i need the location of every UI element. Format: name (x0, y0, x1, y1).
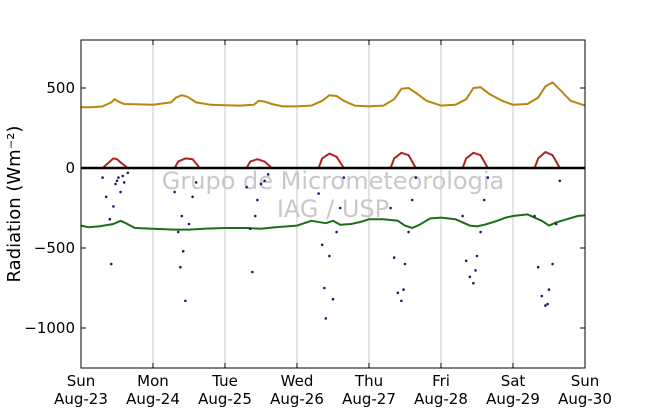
data-point (472, 281, 475, 285)
data-point (251, 270, 254, 274)
data-point (486, 176, 490, 179)
series-line (80, 213, 586, 231)
x-tick-date: Aug-23 (54, 390, 108, 408)
data-point (108, 217, 112, 221)
data-point (407, 230, 410, 234)
data-point (461, 214, 464, 218)
data-point (540, 294, 544, 298)
data-point (335, 230, 338, 234)
data-point (558, 179, 562, 183)
data-point (256, 198, 259, 202)
data-point (187, 222, 191, 226)
x-tick-date: Aug-29 (486, 390, 540, 408)
data-point (191, 195, 194, 199)
data-point (112, 205, 115, 208)
y-tick-labels: 500 0 −500 −1000 (24, 79, 75, 337)
data-point (474, 269, 477, 272)
data-point (338, 206, 342, 210)
data-point (392, 256, 396, 259)
data-point (259, 182, 263, 186)
data-point (117, 176, 120, 179)
x-tick-date: Aug-25 (198, 390, 252, 408)
grid-lines (152, 40, 514, 368)
tick-marks (80, 40, 586, 368)
x-tick-day: Sun (67, 372, 96, 390)
data-point (115, 179, 119, 183)
data-point (179, 265, 182, 269)
data-point (184, 299, 187, 303)
y-axis-label: Radiation (Wm⁻²) (4, 126, 25, 283)
data-point (180, 214, 184, 218)
data-point (536, 265, 540, 269)
x-tick-date: Aug-27 (342, 390, 396, 408)
plot-frame (80, 39, 586, 369)
data-point (253, 214, 257, 218)
x-tick-day: Sun (571, 372, 600, 390)
data-point (173, 190, 176, 194)
series-line (81, 151, 585, 169)
data-point (122, 181, 126, 184)
data-point (479, 230, 482, 234)
data-point (402, 288, 405, 291)
x-tick-date: Aug-28 (414, 390, 468, 408)
data-point (403, 262, 407, 266)
data-point (342, 176, 346, 179)
y-tick-label: 500 (46, 79, 75, 97)
data-point (464, 259, 468, 263)
data-point (544, 304, 547, 307)
data-point (114, 182, 117, 186)
data-point (410, 198, 414, 202)
series-layer (80, 81, 586, 320)
data-point (389, 206, 392, 210)
data-point (328, 254, 331, 258)
x-tick-date: Aug-30 (558, 390, 612, 408)
data-point (181, 249, 185, 253)
data-point (324, 317, 328, 320)
data-point (248, 227, 252, 231)
x-tick-day: Fri (432, 372, 450, 390)
series-dots (101, 171, 562, 320)
data-point (551, 262, 554, 266)
data-point (121, 174, 125, 178)
data-point (396, 291, 400, 295)
data-point (554, 222, 558, 226)
data-point (468, 275, 472, 279)
series-line (81, 81, 586, 109)
x-tick-date: Aug-24 (126, 390, 180, 408)
data-point (546, 302, 549, 306)
x-tick-date: Aug-26 (270, 390, 324, 408)
data-point (263, 179, 266, 183)
data-point (109, 262, 113, 266)
data-point (547, 288, 551, 291)
data-point (323, 286, 326, 290)
watermark-line: Grupo de Micrometeorologia (162, 167, 504, 195)
x-tick-day: Wed (281, 372, 314, 390)
data-point (104, 195, 108, 199)
data-point (400, 299, 403, 303)
x-tick-day: Thu (354, 372, 383, 390)
data-point (126, 171, 130, 175)
x-tick-day: Tue (211, 372, 238, 390)
data-point (533, 214, 536, 218)
x-tick-day: Sat (501, 372, 526, 390)
data-point (119, 190, 122, 194)
data-point (414, 176, 418, 179)
x-tick-labels: SunAug-23MonAug-24TueAug-25WedAug-26ThuA… (54, 372, 612, 408)
data-point (194, 181, 198, 184)
data-point (245, 185, 248, 189)
data-point (317, 192, 320, 195)
y-tick-label: −500 (34, 239, 75, 257)
x-tick-day: Mon (137, 372, 169, 390)
data-point (266, 173, 270, 176)
data-point (176, 230, 180, 234)
data-point (482, 198, 486, 202)
data-point (475, 254, 479, 258)
data-point (331, 297, 335, 301)
y-tick-label: 0 (65, 159, 75, 177)
data-point (320, 243, 324, 247)
data-point (101, 176, 104, 179)
y-tick-label: −1000 (24, 319, 75, 337)
